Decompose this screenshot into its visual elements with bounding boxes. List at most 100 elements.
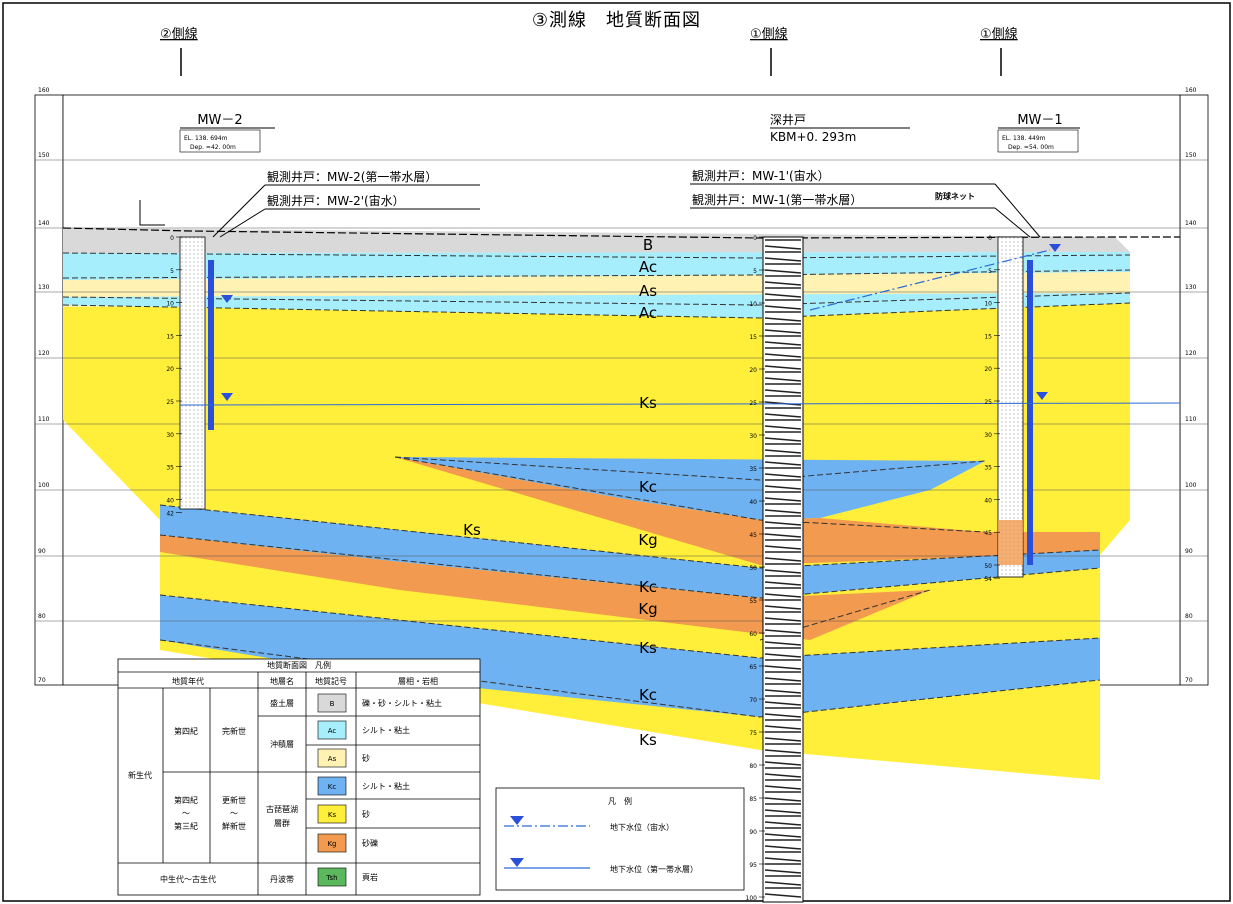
legend-formation: 沖積層 <box>270 739 294 749</box>
layer-ac-upper <box>63 252 1130 280</box>
layer-label-kc: Kc <box>639 478 657 496</box>
depth-tick: 0 <box>988 235 992 242</box>
layer-kg-band <box>160 535 930 640</box>
legend-period: 第三紀 <box>174 821 198 831</box>
legend-symbol: As <box>328 755 337 763</box>
legend-description: 頁岩 <box>362 872 378 882</box>
side-line-label-center: ①側線 <box>750 26 788 42</box>
layer-label-ac: Ac <box>639 258 657 276</box>
legend-symbol: Kc <box>328 783 337 791</box>
depth-tick: 85 <box>749 796 757 803</box>
legend-period: 第四紀 <box>174 795 198 805</box>
legend-description: 礫・砂・シルト・粘土 <box>362 698 442 708</box>
elevation-scale-left <box>34 94 64 686</box>
depth-tick: 10 <box>749 301 757 308</box>
depth-tick: 5 <box>988 268 992 275</box>
depth-tick: 5 <box>170 268 174 275</box>
callout-leaders <box>139 183 1041 238</box>
elevation-tick-left: 140 <box>38 220 50 227</box>
deep-well-column <box>762 236 804 903</box>
depth-tick: 65 <box>749 664 757 671</box>
water-level-icon <box>221 295 233 303</box>
depth-tick: 100 <box>746 895 758 902</box>
layer-label-kc-3: Kc <box>639 686 657 704</box>
depth-tick: 20 <box>749 367 757 374</box>
layer-label-ks-left: Ks <box>463 521 481 539</box>
legend-description: 砂礫 <box>362 838 378 848</box>
water-legend-title: 凡 例 <box>608 796 632 806</box>
legend-table <box>117 658 481 896</box>
depth-tick: 75 <box>749 730 757 737</box>
elevation-tick-right: 160 <box>1185 87 1197 94</box>
depth-tick: 10 <box>166 301 174 308</box>
depth-tick: 15 <box>166 333 174 340</box>
elevation-tick-left: 110 <box>38 416 50 423</box>
legend-header: 地質記号 <box>315 676 347 686</box>
depth-tick: 50 <box>984 563 992 570</box>
elevation-tick-right: 150 <box>1185 152 1197 159</box>
elevation-tick-left: 130 <box>38 284 50 291</box>
water-legend <box>495 787 745 891</box>
legend-description: 砂 <box>362 809 370 819</box>
depth-tick: 40 <box>984 497 992 504</box>
depth-tick: 70 <box>749 697 757 704</box>
elevation-tick-left: 80 <box>38 613 46 620</box>
water-legend-first: 地下水位（第一帯水層） <box>610 864 698 874</box>
depth-tick: 35 <box>749 466 757 473</box>
mw1-elevation: EL. 138. 449m <box>1002 135 1046 142</box>
depth-tick: 5 <box>753 268 757 275</box>
legend-period: ～ <box>182 809 190 818</box>
depth-tick: 30 <box>166 432 174 439</box>
depth-tick: 90 <box>749 829 757 836</box>
side-line-label-left: ②側線 <box>160 26 198 42</box>
depth-tick: 45 <box>984 530 992 537</box>
deep-well-name: 深井戸 <box>770 113 806 127</box>
layer-label-ac-2: Ac <box>639 304 657 322</box>
mw1-depth: Dep. =54. 00m <box>1008 144 1054 151</box>
legend-swatches <box>317 693 347 887</box>
legend-epoch: ～ <box>230 809 238 818</box>
elevation-tick-right: 140 <box>1185 220 1197 227</box>
legend-period: 第四紀 <box>174 726 198 736</box>
legend-era: 新生代 <box>128 770 152 780</box>
depth-tick: 40 <box>749 499 757 506</box>
depth-tick: 42 <box>166 511 174 518</box>
elevation-tick-right: 120 <box>1185 350 1197 357</box>
legend-era: 中生代～古生代 <box>160 874 216 884</box>
elevation-tick-left: 160 <box>38 87 50 94</box>
legend-symbol: Ac <box>328 727 337 735</box>
depth-tick: 0 <box>753 235 757 242</box>
depth-tick: 15 <box>984 333 992 340</box>
mw1-column <box>997 236 1033 578</box>
legend-symbol: Tsh <box>325 874 337 882</box>
layer-label-kc-2: Kc <box>639 578 657 596</box>
depth-tick: 55 <box>749 598 757 605</box>
deep-well-kbm: KBM+0. 293m <box>770 130 856 144</box>
side-line-markers: ②側線 ①側線 ①側線 <box>160 26 1018 76</box>
mw1-name: MW－1 <box>1017 113 1062 128</box>
legend-epoch: 更新世 <box>222 795 246 805</box>
callout-mw1-perched: 観測井戸：MW-1'(宙水） <box>692 168 830 183</box>
layer-label-kg-2: Kg <box>638 600 657 618</box>
elevation-tick-left: 150 <box>38 152 50 159</box>
geology-layers <box>63 228 1130 780</box>
legend-symbol: Ks <box>328 811 337 819</box>
depth-tick: 35 <box>984 465 992 472</box>
elevation-tick-right: 90 <box>1185 548 1193 555</box>
elevation-tick-left: 100 <box>38 482 50 489</box>
elevation-scale-right <box>1179 94 1209 686</box>
legend-description: シルト・粘土 <box>362 781 410 791</box>
depth-tick: 30 <box>749 433 757 440</box>
legend-header: 地層名 <box>270 676 294 686</box>
depth-tick: 80 <box>749 763 757 770</box>
depth-tick: 35 <box>166 465 174 472</box>
layer-kc-band-1 <box>160 505 1100 598</box>
legend-formation: 層群 <box>274 818 290 828</box>
depth-tick: 40 <box>166 497 174 504</box>
depth-tick: 25 <box>166 399 174 406</box>
legend-epoch: 完新世 <box>222 726 246 736</box>
elevation-tick-left: 90 <box>38 548 46 555</box>
callout-mw2-first: 観測井戸：MW-2(第一帯水層） <box>267 170 437 184</box>
layer-label-ks-3: Ks <box>639 731 657 749</box>
